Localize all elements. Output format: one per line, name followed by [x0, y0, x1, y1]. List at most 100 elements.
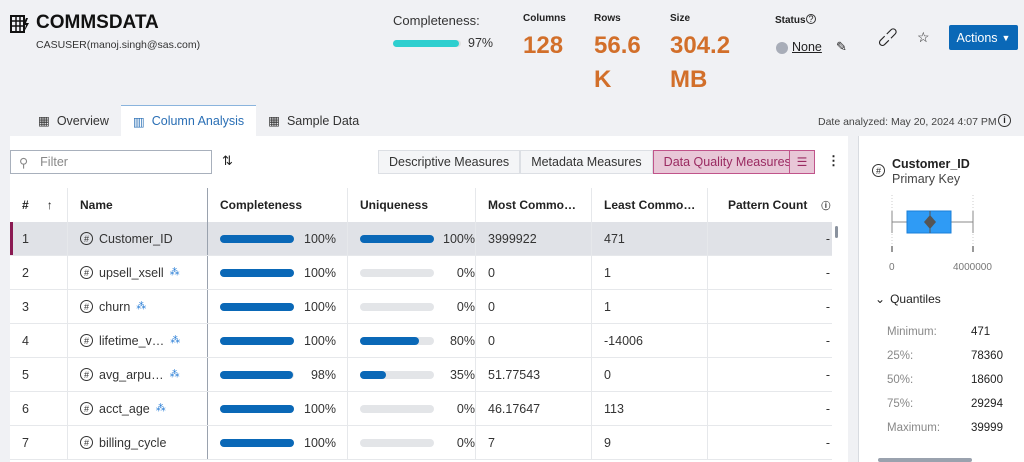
table-row[interactable]: 5 # avg_arpu… ⁂ 98% 35% 51.77543 0 - [10, 358, 832, 392]
quantile-label: 75%: [887, 398, 914, 410]
cluster-icon: ⁂ [169, 267, 180, 278]
completeness-value: 100% [304, 435, 336, 450]
edit-pencil-icon[interactable]: ✎ [836, 39, 847, 54]
descriptive-measures-button[interactable]: Descriptive Measures [378, 150, 521, 174]
header-label: # [22, 198, 29, 212]
table-row[interactable]: 3 # churn ⁂ 100% 0% 0 1 - [10, 290, 832, 324]
least-common-cell: 0 [592, 358, 708, 391]
size-label: Size [670, 13, 691, 24]
table-row[interactable]: 6 # acct_age ⁂ 100% 0% 46.17647 113 - [10, 392, 832, 426]
quantile-value: 39999 [971, 422, 1003, 434]
least-common-cell: 471 [592, 222, 708, 255]
link-icon[interactable]: ⊂⊃ [873, 22, 903, 53]
columns-icon: ▥ [132, 114, 145, 129]
uniqueness-value: 80% [449, 333, 475, 348]
help-icon[interactable]: ? [806, 14, 816, 24]
pattern-count-cell: - [825, 299, 830, 314]
row-number: 6 [10, 392, 68, 425]
table-row[interactable]: 7 # billing_cycle 100% 0% 7 9 - [10, 426, 832, 460]
tab-overview[interactable]: ▦ Overview [26, 105, 121, 136]
completeness-value: 100% [304, 265, 336, 280]
dataset-owner: CASUSER(manoj.singh@sas.com) [36, 39, 201, 51]
data-quality-measures-button[interactable]: Data Quality Measures [652, 150, 802, 174]
pattern-count-cell: - [825, 333, 830, 348]
metadata-measures-button[interactable]: Metadata Measures [520, 150, 653, 174]
completeness-bar [220, 234, 294, 243]
detail-scrollbar[interactable] [878, 458, 972, 462]
tab-column-analysis[interactable]: ▥ Column Analysis [120, 105, 257, 136]
column-name: churn [99, 299, 131, 314]
quantiles-label: Quantiles [890, 292, 941, 306]
numeric-icon: # [80, 436, 93, 449]
table-row[interactable]: 4 # lifetime_v… ⁂ 100% 80% 0 -14006 - [10, 324, 832, 358]
uniqueness-cell: 0% [348, 392, 476, 425]
measures-toggle: Descriptive Measures Metadata Measures D… [378, 150, 802, 174]
mean-marker [924, 215, 936, 229]
star-icon[interactable]: ☆ [917, 29, 930, 45]
most-common-cell: 0 [476, 324, 592, 357]
column-name: Customer_ID [99, 231, 173, 246]
header-number[interactable]: # ↑ [10, 188, 68, 222]
tab-sample-data[interactable]: ▦ Sample Data [256, 105, 371, 136]
row-number: 3 [10, 290, 68, 323]
column-name: upsell_xsell [99, 265, 164, 280]
filter-placeholder: Filter [40, 155, 68, 169]
most-common-cell: 0 [476, 256, 592, 289]
uniqueness-value: 0% [456, 265, 475, 280]
quantile-row: Maximum: 39999 [887, 416, 1024, 440]
date-analyzed: Date analyzed: May 20, 2024 4:07 PM [818, 116, 997, 128]
cluster-icon: ⁂ [155, 403, 166, 414]
table-row[interactable]: 2 # upsell_xsell ⁂ 100% 0% 0 1 - [10, 256, 832, 290]
cluster-icon: ⁂ [136, 301, 147, 312]
pattern-count-cell: - [825, 265, 830, 280]
actions-button[interactable]: Actions ▼ [949, 25, 1018, 50]
tab-label: Sample Data [286, 113, 360, 128]
info-icon[interactable]: i [998, 114, 1011, 127]
least-common-cell: 1 [592, 290, 708, 323]
quantiles-toggle[interactable]: ⌄ Quantiles [875, 292, 941, 306]
status-value-link[interactable]: None [792, 40, 822, 54]
completeness-value: 100% [304, 299, 336, 314]
sort-icon[interactable]: ⇅ [222, 153, 233, 168]
completeness-bar [220, 302, 294, 311]
header-pattern-count[interactable]: Pattern Count ⓘ [708, 188, 832, 222]
uniqueness-cell: 0% [348, 426, 476, 459]
axis-min: 0 [889, 262, 895, 273]
details-panel-toggle-icon[interactable]: ☰ [789, 150, 815, 174]
table-scrollbar[interactable] [835, 226, 838, 238]
rows-label: Rows [594, 13, 621, 24]
more-options-icon[interactable]: ⋮ [827, 153, 840, 168]
completeness-bar [220, 438, 294, 447]
most-common-cell: 0 [476, 290, 592, 323]
quantile-label: 50%: [887, 374, 914, 386]
least-common-cell: -14006 [592, 324, 708, 357]
uniqueness-value: 100% [443, 231, 475, 246]
completeness-cell: 100% [208, 324, 348, 357]
quantile-label: Minimum: [887, 326, 937, 338]
completeness-cell: 100% [208, 426, 348, 459]
name-cell: # upsell_xsell ⁂ [68, 256, 208, 289]
header-most-common[interactable]: Most Commo… [476, 188, 592, 222]
header-name[interactable]: Name [68, 188, 208, 222]
name-cell: # acct_age ⁂ [68, 392, 208, 425]
uniqueness-bar [360, 370, 434, 379]
uniqueness-bar [360, 404, 434, 413]
header-completeness[interactable]: Completeness [208, 188, 348, 222]
size-value: 304.2 MB [670, 32, 731, 93]
table-row[interactable]: 1 # Customer_ID 100% 100% 3999922 471 - [10, 222, 832, 256]
filter-input[interactable]: ⚲ Filter [10, 150, 212, 174]
least-common-cell: 1 [592, 256, 708, 289]
header-least-common[interactable]: Least Commo… [592, 188, 708, 222]
completeness-label: Completeness: [393, 13, 480, 28]
quantile-row: Minimum: 471 [887, 320, 1024, 344]
pattern-count-cell: - [825, 367, 830, 382]
tab-bar: ▦ Overview ▥ Column Analysis ▦ Sample Data [26, 105, 371, 136]
quantile-value: 18600 [971, 374, 1003, 386]
completeness-value: 97% [468, 36, 494, 50]
header-label: Pattern Count [728, 198, 808, 212]
header-uniqueness[interactable]: Uniqueness [348, 188, 476, 222]
status-label: Status [775, 15, 806, 26]
least-common-cell: 9 [592, 426, 708, 459]
column-name: avg_arpu… [99, 367, 164, 382]
column-detail-panel: # Customer_ID Primary Key 0 4000000 ⌄ Qua… [858, 136, 1024, 462]
